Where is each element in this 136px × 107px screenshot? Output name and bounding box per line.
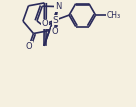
Text: CH₃: CH₃ [107,11,121,20]
Text: O: O [41,19,48,28]
Text: O: O [51,27,58,36]
Text: S: S [53,16,58,25]
Text: O: O [26,42,32,51]
Text: N: N [55,2,61,11]
